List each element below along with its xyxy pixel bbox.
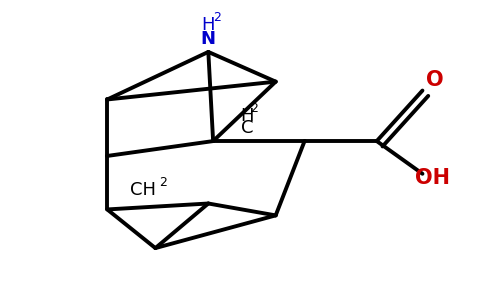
Text: 2: 2 (213, 11, 221, 24)
Text: 2: 2 (251, 102, 258, 115)
Text: N: N (201, 29, 216, 47)
Text: CH: CH (130, 181, 156, 199)
Text: 2: 2 (159, 176, 166, 189)
Text: C: C (241, 119, 253, 137)
Text: O: O (425, 70, 443, 90)
Text: H: H (240, 107, 254, 125)
Text: H: H (201, 16, 215, 34)
Text: OH: OH (415, 168, 450, 188)
